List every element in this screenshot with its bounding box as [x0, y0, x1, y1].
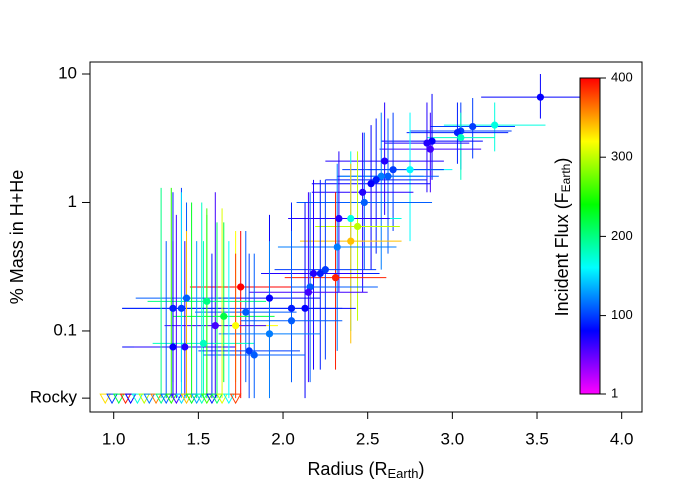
rocky-point: [124, 393, 137, 405]
y-tick-label: 1: [68, 192, 77, 211]
x-axis-label: Radius (REarth): [307, 459, 424, 482]
planet-point: [359, 188, 367, 196]
planet-point: [384, 172, 392, 180]
cb-label-end: ): [552, 158, 572, 164]
rocky-point: [131, 393, 144, 405]
planet-point: [335, 214, 343, 223]
planet-point: [203, 297, 211, 305]
x-tick-label: 1.5: [187, 429, 211, 448]
x-tick-label: 3.0: [441, 429, 465, 448]
planet-point: [309, 269, 318, 278]
rocky-point: [99, 393, 112, 405]
planet-point: [491, 121, 499, 129]
x-tick-label: 2.5: [356, 429, 380, 448]
planet-point: [169, 304, 177, 312]
rocky-point: [150, 393, 162, 405]
y-tick-label: Rocky: [30, 388, 78, 407]
x-tick-label: 1.0: [102, 429, 126, 448]
planet-point: [457, 133, 465, 142]
planet-point: [287, 317, 296, 325]
planet-point: [331, 274, 340, 282]
error-bars: [122, 74, 600, 399]
plot-frame: [89, 61, 643, 413]
x-tick-label: 4.0: [610, 429, 634, 448]
planet-point: [232, 322, 240, 330]
planet-point: [377, 172, 385, 180]
colorbar-label: Incident Flux (FEarth): [552, 158, 573, 317]
rocky-point: [222, 393, 235, 405]
planet-point: [372, 176, 380, 184]
planet-point: [220, 312, 228, 320]
planet-point: [469, 122, 477, 131]
planet-point: [177, 304, 186, 312]
colorbar-tick-label: 1: [611, 385, 618, 400]
planet-point: [347, 237, 355, 245]
planet-point: [265, 294, 274, 302]
x-tick-label: 2.0: [271, 429, 295, 448]
planet-point: [301, 304, 309, 312]
planet-point: [199, 339, 208, 348]
colorbar-tick-label: 200: [611, 228, 633, 243]
colorbar-tick-label: 400: [611, 69, 633, 84]
planet-point: [536, 93, 545, 101]
x-tick-label: 3.5: [525, 429, 549, 448]
planet-point: [406, 166, 414, 174]
rocky-point: [229, 393, 242, 405]
x-label-sub: Earth: [387, 466, 418, 481]
planet-point: [265, 330, 274, 338]
planet-point: [423, 139, 431, 147]
rocky-point: [138, 393, 151, 405]
rocky-point: [143, 393, 156, 405]
planet-point: [245, 347, 253, 355]
planet-point: [381, 157, 389, 165]
rocky-point: [216, 393, 228, 405]
y-axis-label: % Mass in H+He: [7, 170, 27, 305]
planet-point: [304, 288, 313, 296]
planet-point: [353, 222, 362, 231]
x-label-text: Radius (R: [307, 459, 387, 479]
planet-point: [237, 283, 245, 291]
planet-point: [426, 145, 434, 153]
cb-label-sub: Earth: [559, 164, 573, 193]
planet-point: [316, 269, 324, 278]
y-tick-label: 0.1: [53, 320, 77, 339]
planet-point: [333, 243, 341, 251]
planet-point: [287, 304, 296, 312]
planet-point: [360, 198, 368, 207]
x-label-end: ): [419, 459, 425, 479]
rocky-point: [112, 393, 125, 405]
markers: [99, 93, 545, 405]
planet-point: [181, 343, 189, 351]
rocky-point: [106, 393, 118, 405]
cb-label-text: Incident Flux (F: [552, 192, 572, 316]
planet-point: [211, 322, 219, 330]
planet-point: [321, 266, 329, 274]
colorbar: [579, 77, 601, 395]
planet-point: [250, 351, 258, 359]
colorbar-tick-label: 100: [611, 307, 633, 322]
planet-point: [242, 308, 250, 316]
planet-point: [169, 343, 177, 351]
planet-point: [182, 294, 191, 302]
rocky-point: [119, 393, 132, 405]
colorbar-tick-label: 300: [611, 149, 633, 164]
y-tick-label: 10: [58, 63, 77, 82]
planet-point: [347, 214, 355, 223]
planet-point: [389, 166, 397, 174]
planet-point: [367, 180, 375, 188]
